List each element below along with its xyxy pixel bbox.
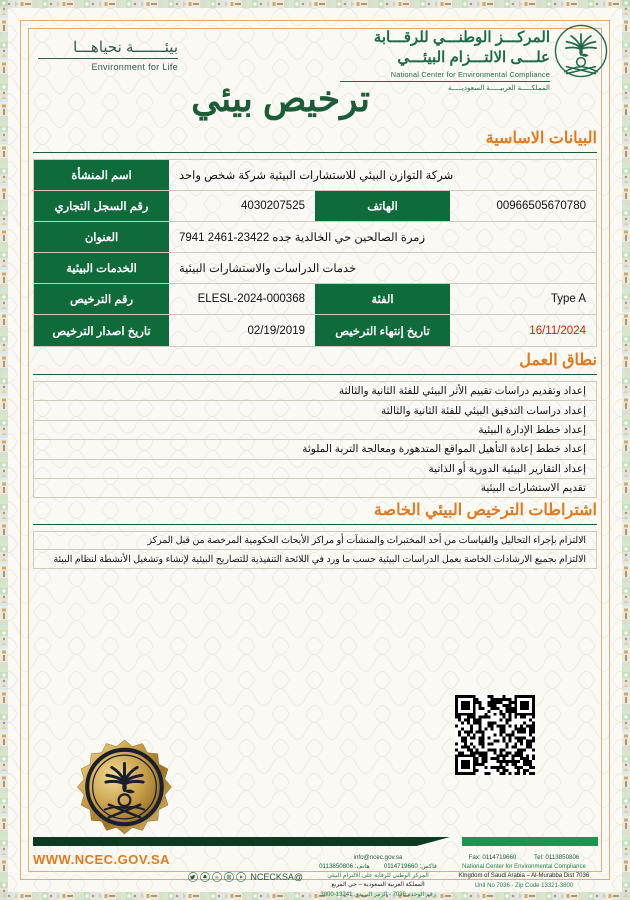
svg-text:in: in	[216, 875, 219, 879]
